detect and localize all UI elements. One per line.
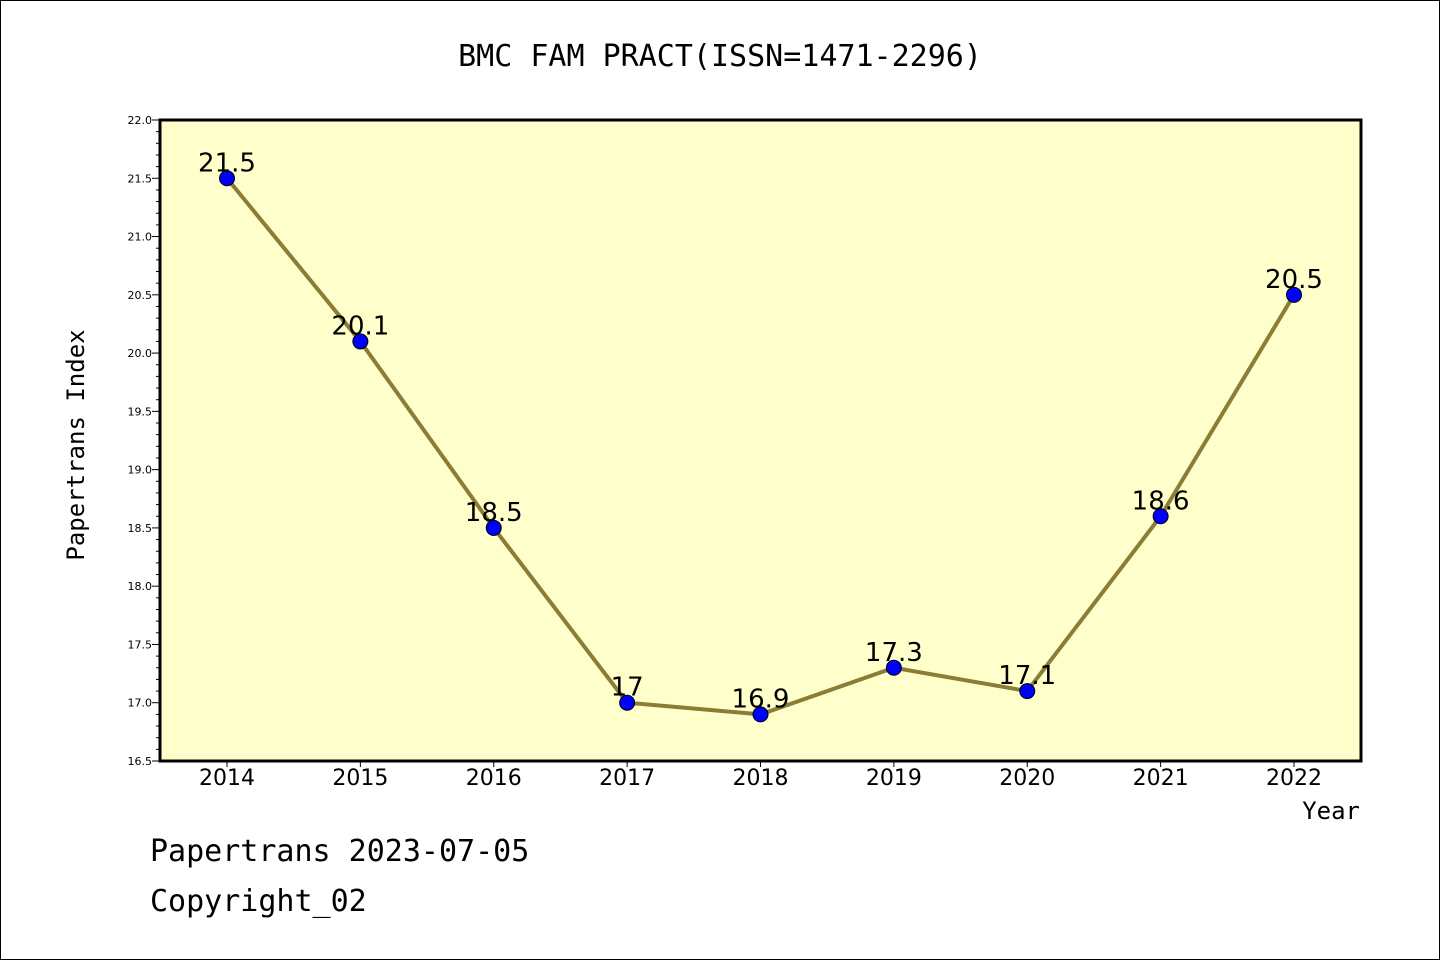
y-axis-label: Papertrans Index [62,329,90,560]
y-tick-label: 21.0 [128,231,153,244]
data-point [352,333,369,350]
x-tick-label: 2016 [466,766,522,791]
data-point [219,170,235,187]
plot-area [158,118,1363,763]
x-tick-label: 2019 [866,766,922,791]
y-tick-label: 19.0 [128,464,153,477]
data-point [1286,286,1302,303]
data-label: 21.5 [198,148,256,178]
data-label: 17 [611,673,644,703]
y-tick-label: 20.0 [128,347,153,360]
x-tick-label: 2020 [999,766,1055,791]
y-tick-label: 16.5 [128,755,153,768]
data-label: 20.1 [331,311,389,341]
y-tick-label: 19.5 [128,405,153,418]
data-label: 18.5 [465,498,523,528]
footer-copyright: Copyright_02 [150,884,367,919]
data-label: 18.6 [1132,486,1190,516]
data-label: 20.5 [1265,265,1323,295]
y-tick-label: 17.0 [128,697,153,710]
x-tick-label: 2022 [1266,766,1322,791]
data-point [1152,508,1169,525]
series-group [219,170,1302,723]
data-labels: 21.5 20.1 18.5 17 16.9 17.3 17.1 18.6 20.5 [198,148,1323,714]
y-tick-label: 17.5 [128,638,153,651]
y-tick-label: 20.5 [128,289,153,302]
y-tick-label: 18.0 [128,580,153,593]
data-point [885,659,902,676]
y-axis-ticks: 16.5 17.0 17.5 18.0 18.5 19.0 19.5 20.0 20.5 21.0… [128,114,160,768]
y-tick-label: 22.0 [128,114,153,127]
data-point [1019,683,1036,700]
x-tick-label: 2017 [599,766,655,791]
x-tick-label: 2021 [1133,766,1189,791]
data-label: 17.3 [865,638,923,668]
data-point [752,706,769,723]
x-tick-label: 2015 [332,766,388,791]
x-axis-ticks: 2014 2015 2016 2017 2018 2019 2020 2021 2022 [199,761,1322,791]
footer-date: Papertrans 2023-07-05 [150,834,530,869]
data-label: 17.1 [998,661,1056,691]
x-axis-label: Year [1302,797,1360,825]
y-tick-label: 18.5 [128,522,153,535]
chart-title: BMC FAM PRACT(ISSN=1471-2296) [458,39,982,74]
x-tick-label: 2018 [733,766,789,791]
y-tick-label: 21.5 [128,172,153,185]
data-label: 16.9 [732,684,790,714]
data-point [485,519,502,536]
x-tick-label: 2014 [199,766,255,791]
data-point [619,694,636,711]
